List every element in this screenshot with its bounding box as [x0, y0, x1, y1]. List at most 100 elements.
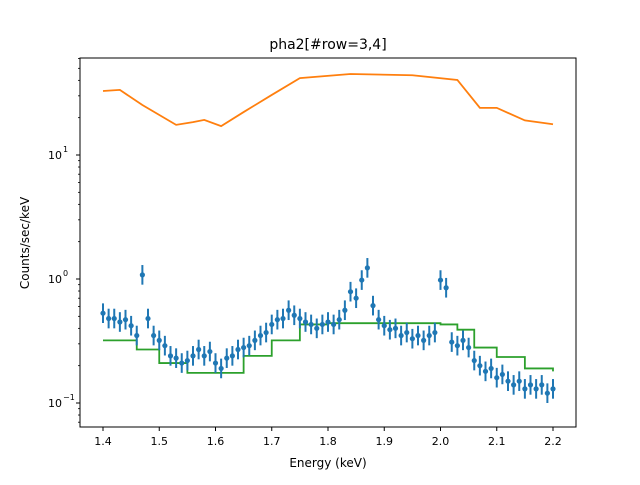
data-marker — [319, 321, 325, 328]
data-marker — [409, 336, 415, 342]
data-marker — [218, 365, 224, 372]
data-point — [218, 358, 224, 379]
data-point — [488, 358, 494, 379]
data-point — [302, 312, 309, 332]
data-point — [544, 383, 550, 403]
data-point — [499, 364, 505, 385]
data-point — [466, 337, 472, 358]
data-marker — [443, 285, 449, 291]
data-marker — [145, 315, 151, 322]
data-point — [246, 335, 252, 356]
data-marker — [308, 321, 314, 328]
data-marker — [550, 386, 556, 392]
data-point — [212, 353, 219, 373]
data-marker — [128, 323, 134, 329]
data-marker — [499, 371, 505, 378]
data-point — [319, 314, 325, 335]
data-point — [392, 318, 399, 339]
data-marker — [466, 344, 472, 351]
data-marker — [286, 307, 292, 313]
data-point — [347, 281, 354, 302]
data-point — [190, 346, 196, 366]
data-point — [139, 265, 145, 285]
plot-marks — [100, 73, 556, 403]
data-point — [522, 379, 528, 399]
data-point — [353, 288, 359, 309]
data-marker — [263, 329, 269, 336]
y-tick-exponent: 1 — [63, 145, 68, 154]
y-tick-label: 10 — [48, 273, 62, 286]
data-marker — [207, 348, 213, 355]
data-point — [516, 371, 522, 391]
y-axis-label: Counts/sec/keV — [18, 196, 32, 289]
x-axis-label: Energy (keV) — [289, 456, 366, 470]
data-marker — [246, 343, 252, 349]
data-marker — [477, 363, 483, 369]
data-point — [201, 346, 207, 366]
data-marker — [235, 346, 241, 353]
data-point — [477, 355, 483, 376]
data-marker — [156, 337, 162, 343]
data-marker — [111, 315, 117, 322]
data-marker — [364, 265, 370, 271]
data-point — [454, 335, 460, 356]
data-marker — [241, 344, 247, 351]
data-marker — [544, 390, 550, 396]
data-marker — [522, 386, 528, 392]
data-marker — [302, 319, 309, 325]
data-point — [505, 371, 511, 391]
data-point — [184, 350, 190, 371]
data-marker — [252, 337, 258, 343]
data-point — [432, 322, 438, 343]
data-marker — [190, 353, 196, 359]
data-point — [156, 330, 162, 351]
data-point — [539, 375, 545, 395]
data-point — [286, 300, 292, 321]
data-marker — [100, 310, 106, 316]
data-point — [252, 330, 258, 351]
data-point — [117, 312, 123, 332]
data-marker — [516, 378, 522, 384]
data-point — [224, 348, 230, 368]
data-point — [134, 325, 140, 346]
data-point — [229, 346, 235, 366]
data-point — [111, 308, 117, 329]
data-point — [196, 339, 202, 360]
data-marker — [257, 332, 264, 339]
data-point — [274, 309, 280, 330]
data-marker — [201, 353, 207, 359]
data-marker — [212, 360, 219, 366]
data-marker — [325, 319, 331, 325]
data-point — [387, 319, 393, 340]
data-point — [235, 339, 241, 360]
data-point — [106, 308, 112, 329]
data-marker — [488, 365, 494, 372]
x-tick-label: 1.4 — [94, 435, 112, 448]
data-point — [426, 325, 432, 346]
data-marker — [167, 353, 174, 359]
x-axis: 1.4 1.5 1.6 1.7 1.8 1.9 2.0 2.1 2.2 — [94, 427, 562, 448]
data-point — [415, 325, 421, 346]
data-marker — [376, 317, 382, 323]
data-point — [100, 303, 106, 324]
data-point — [376, 309, 382, 330]
data-marker — [162, 343, 168, 349]
data-marker — [269, 321, 275, 328]
data-point — [280, 308, 286, 329]
data-point — [257, 325, 264, 346]
data-point — [359, 270, 365, 290]
data-point — [308, 314, 314, 335]
y-tick-exponent: −1 — [63, 393, 75, 402]
data-marker — [505, 378, 511, 384]
data-point — [269, 314, 275, 335]
data-point — [162, 335, 168, 356]
data-marker — [117, 319, 123, 325]
data-marker — [370, 303, 376, 309]
x-tick-label: 1.7 — [263, 435, 281, 448]
data-point — [291, 305, 297, 326]
data-point — [122, 309, 129, 330]
data-point — [151, 325, 157, 346]
data-marker — [494, 375, 500, 381]
